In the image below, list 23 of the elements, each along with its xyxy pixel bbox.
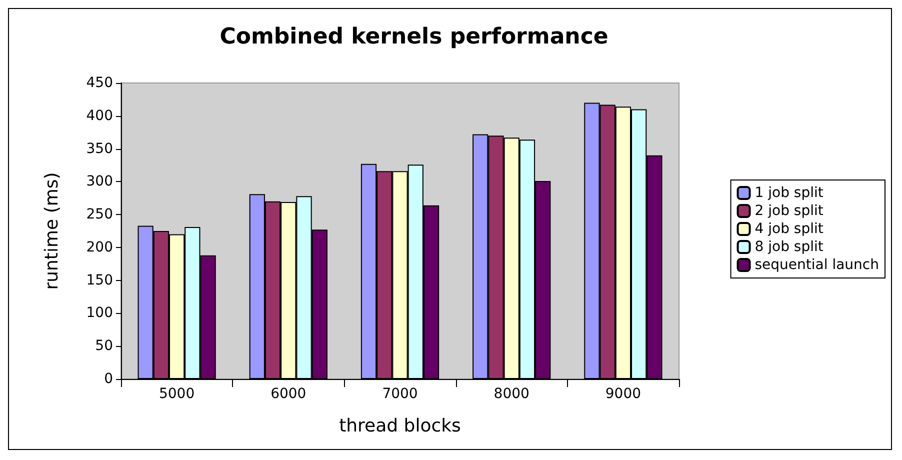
y-tick-label: 200 [86,239,113,256]
y-tick-label: 150 [86,272,113,288]
legend-label: 4 job split [754,221,824,237]
x-axis-title: thread blocks [339,416,461,436]
legend-label: 8 job split [754,239,824,255]
y-axis-title: runtime (ms) [42,172,62,290]
legend-label: 1 job split [754,185,824,201]
y-tick-label: 350 [86,140,113,157]
y-tick-label: 250 [86,206,113,223]
y-tick-label: 0 [104,371,113,387]
legend-label: sequential launch [754,257,880,273]
x-tick-label: 7000 [382,386,418,402]
y-tick-label: 400 [86,108,113,124]
legend-label: 2 job split [754,203,824,219]
chart-title: Combined kernels performance [220,24,608,50]
y-tick-label: 100 [86,305,113,322]
x-tick-label: 8000 [494,386,530,402]
y-tick-label: 450 [86,75,113,91]
y-tick-label: 50 [95,338,113,354]
x-tick-label: 6000 [270,386,306,402]
x-tick-label: 9000 [605,386,642,402]
y-tick-label: 300 [86,174,113,190]
x-tick-label: 5000 [158,386,195,402]
